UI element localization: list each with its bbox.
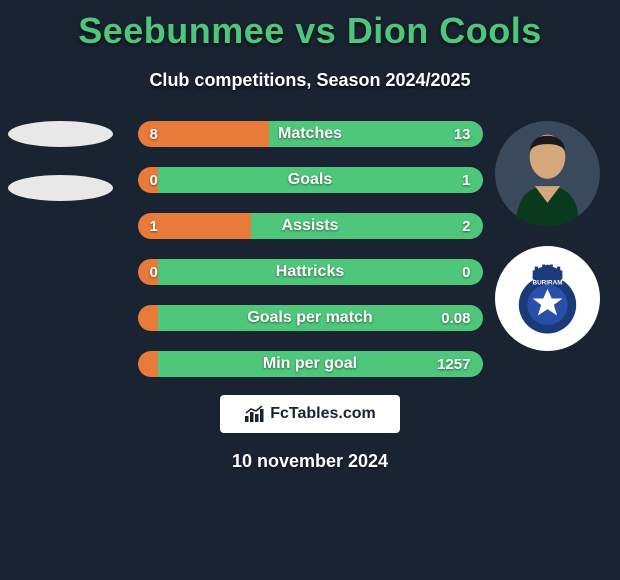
brand-chart-icon bbox=[244, 405, 266, 423]
stat-left-segment: 8 bbox=[138, 121, 269, 147]
stat-left-segment bbox=[138, 351, 159, 377]
stat-right-value: 1257 bbox=[437, 356, 470, 373]
stat-right-value: 1 bbox=[462, 172, 470, 189]
stat-row-goals-per-match: 0.08 Goals per match bbox=[138, 305, 483, 331]
stat-left-segment: 1 bbox=[138, 213, 252, 239]
player2-photo bbox=[495, 121, 600, 226]
brand-logo: FcTables.com bbox=[220, 395, 400, 433]
brand-text: FcTables.com bbox=[270, 405, 376, 423]
stat-left-value: 0 bbox=[150, 264, 158, 281]
stat-left-segment: 0 bbox=[138, 259, 159, 285]
page-title: Seebunmee vs Dion Cools bbox=[0, 0, 620, 52]
left-player-placeholders bbox=[8, 121, 113, 229]
stat-label: Goals bbox=[288, 171, 332, 189]
stat-left-value: 0 bbox=[150, 172, 158, 189]
stat-label: Matches bbox=[278, 125, 342, 143]
right-player-area: BURIRAM bbox=[495, 121, 600, 351]
page-subtitle: Club competitions, Season 2024/2025 bbox=[0, 70, 620, 91]
club-badge-icon: BURIRAM bbox=[505, 256, 590, 341]
player1-badge-placeholder bbox=[8, 175, 113, 201]
stat-left-segment bbox=[138, 305, 159, 331]
player-silhouette-icon bbox=[495, 121, 600, 226]
stat-right-value: 13 bbox=[454, 126, 471, 143]
stat-label: Assists bbox=[282, 217, 339, 235]
stat-row-assists: 1 2 Assists bbox=[138, 213, 483, 239]
stat-right-value: 2 bbox=[462, 218, 470, 235]
stats-bars: 8 13 Matches 0 1 Goals 1 2 Assists 0 0 Hattricks 0.0… bbox=[138, 121, 483, 377]
content-area: BURIRAM 8 13 Matches 0 1 Goals 1 2 Assists 0 0 Hatt… bbox=[0, 121, 620, 377]
stat-right-value: 0.08 bbox=[441, 310, 470, 327]
stat-label: Min per goal bbox=[263, 355, 357, 373]
stat-row-matches: 8 13 Matches bbox=[138, 121, 483, 147]
stat-label: Hattricks bbox=[276, 263, 344, 281]
stat-row-goals: 0 1 Goals bbox=[138, 167, 483, 193]
stat-left-value: 8 bbox=[150, 126, 158, 143]
footer-date: 10 november 2024 bbox=[0, 451, 620, 472]
stat-label: Goals per match bbox=[247, 309, 372, 327]
player1-photo-placeholder bbox=[8, 121, 113, 147]
stat-left-value: 1 bbox=[150, 218, 158, 235]
stat-right-value: 0 bbox=[462, 264, 470, 281]
stat-row-hattricks: 0 0 Hattricks bbox=[138, 259, 483, 285]
stat-row-min-per-goal: 1257 Min per goal bbox=[138, 351, 483, 377]
player2-club-badge: BURIRAM bbox=[495, 246, 600, 351]
svg-text:BURIRAM: BURIRAM bbox=[532, 280, 562, 287]
stat-left-segment: 0 bbox=[138, 167, 159, 193]
